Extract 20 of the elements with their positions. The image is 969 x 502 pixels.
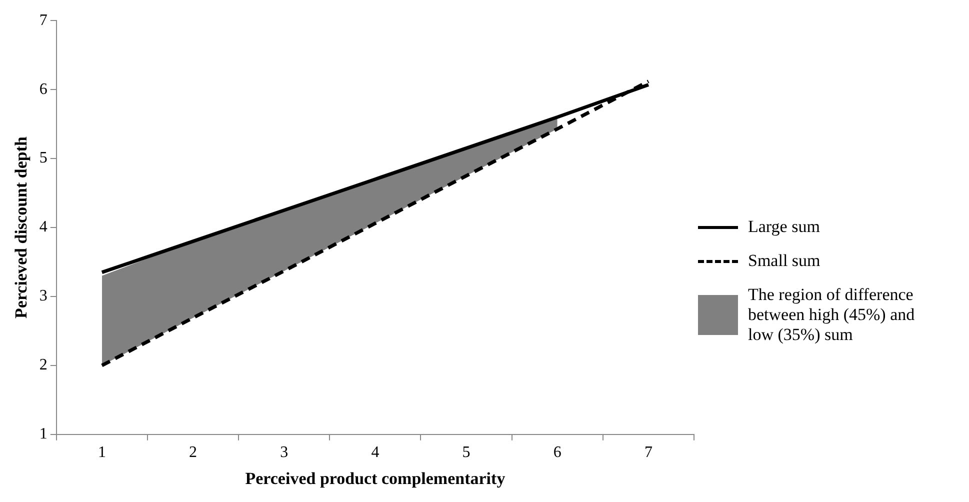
x-tick-label: 3 [280, 444, 288, 462]
y-tick-label: 3 [39, 288, 48, 305]
x-axis-title: Perceived product complementarity [245, 469, 506, 488]
y-tick-label: 5 [39, 150, 48, 167]
legend-label: Small sum [748, 251, 820, 271]
y-tick-label: 1 [39, 426, 48, 443]
legend-label: Large sum [748, 217, 820, 237]
y-tick-label: 2 [39, 356, 48, 374]
x-tick-label: 6 [553, 444, 562, 462]
y-tick-label: 4 [39, 218, 48, 236]
x-tick-label: 7 [644, 444, 652, 462]
line-series [100, 80, 650, 368]
y-tick-label: 7 [39, 12, 48, 29]
x-tick-label: 5 [462, 444, 470, 462]
x-tick-label: 1 [98, 444, 106, 462]
y-axis-title: Percieved discount depth [12, 136, 31, 318]
y-tick-label: 6 [39, 80, 48, 98]
x-tick-label: 4 [371, 444, 380, 462]
legend-label: The region of difference between high (45%) and low (35%) sum [748, 285, 916, 345]
x-tick-label: 2 [189, 444, 198, 462]
